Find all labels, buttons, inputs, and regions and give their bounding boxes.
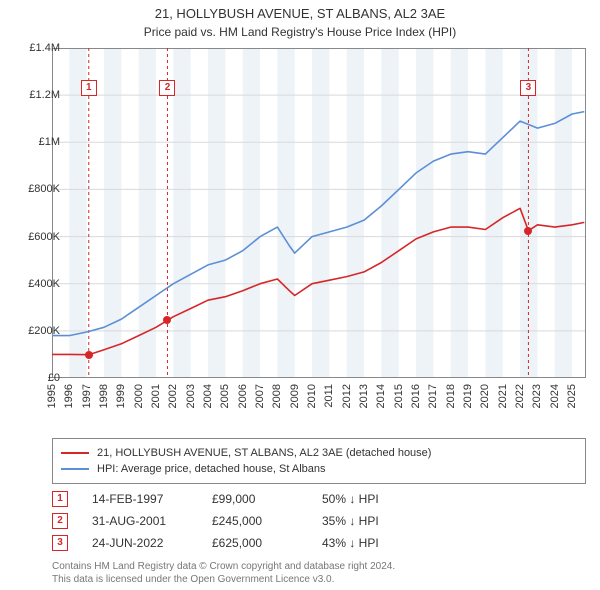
x-axis-label: 2019: [462, 384, 474, 408]
y-axis-label: £1M: [10, 136, 60, 148]
x-axis-label: 2020: [479, 384, 491, 408]
x-axis-label: 2011: [323, 384, 335, 408]
footer-line-2: This data is licensed under the Open Gov…: [52, 574, 395, 587]
event-diff: 43% ↓ HPI: [322, 536, 442, 550]
event-marker-1: 1: [81, 80, 97, 96]
x-axis-label: 2014: [375, 384, 387, 408]
y-axis-label: £0: [10, 372, 60, 384]
x-axis-label: 2023: [531, 384, 543, 408]
footer-line-1: Contains HM Land Registry data © Crown c…: [52, 561, 395, 574]
y-axis-label: £800K: [10, 183, 60, 195]
x-axis-label: 2008: [271, 384, 283, 408]
events-table: 1 14-FEB-1997£99,00050% ↓ HPI 2 31-AUG-2001…: [52, 488, 442, 554]
event-marker-2: 2: [159, 80, 175, 96]
x-axis-label: 2012: [341, 384, 353, 408]
legend-swatch: [61, 452, 89, 454]
event-point-1: [85, 351, 93, 359]
x-axis-label: 2002: [167, 384, 179, 408]
x-axis-label: 2022: [514, 384, 526, 408]
event-row: 1 14-FEB-1997£99,00050% ↓ HPI: [52, 488, 442, 510]
y-axis-label: £600K: [10, 231, 60, 243]
legend: 21, HOLLYBUSH AVENUE, ST ALBANS, AL2 3AE…: [52, 438, 586, 484]
y-axis-label: £200K: [10, 325, 60, 337]
x-axis-label: 2005: [219, 384, 231, 408]
page-title: 21, HOLLYBUSH AVENUE, ST ALBANS, AL2 3AE: [0, 0, 600, 23]
page-subtitle: Price paid vs. HM Land Registry's House …: [0, 23, 600, 39]
event-date: 24-JUN-2022: [92, 536, 212, 550]
event-point-3: [524, 227, 532, 235]
event-number-box: 1: [52, 491, 68, 507]
legend-item: HPI: Average price, detached house, St A…: [61, 461, 577, 477]
y-axis-label: £1.4M: [10, 42, 60, 54]
chart-footer: Contains HM Land Registry data © Crown c…: [52, 561, 395, 586]
x-axis-label: 2013: [358, 384, 370, 408]
chart-svg: [52, 48, 586, 378]
legend-swatch: [61, 468, 89, 470]
event-date: 31-AUG-2001: [92, 514, 212, 528]
event-point-2: [163, 316, 171, 324]
event-price: £99,000: [212, 492, 322, 506]
x-axis-label: 2004: [202, 384, 214, 408]
x-axis-label: 2010: [306, 384, 318, 408]
x-axis-label: 2001: [150, 384, 162, 408]
x-axis-label: 1996: [63, 384, 75, 408]
x-axis-label: 1999: [115, 384, 127, 408]
event-diff: 35% ↓ HPI: [322, 514, 442, 528]
event-price: £625,000: [212, 536, 322, 550]
x-axis-label: 2003: [185, 384, 197, 408]
event-row: 3 24-JUN-2022£625,00043% ↓ HPI: [52, 532, 442, 554]
event-marker-3: 3: [520, 80, 536, 96]
chart: [52, 48, 586, 378]
event-diff: 50% ↓ HPI: [322, 492, 442, 506]
x-axis-label: 2021: [497, 384, 509, 408]
x-axis-label: 2009: [289, 384, 301, 408]
x-axis-label: 1997: [81, 384, 93, 408]
x-axis-label: 2024: [549, 384, 561, 408]
event-row: 2 31-AUG-2001£245,00035% ↓ HPI: [52, 510, 442, 532]
x-axis-label: 2007: [254, 384, 266, 408]
x-axis-label: 1998: [98, 384, 110, 408]
x-axis-label: 2018: [445, 384, 457, 408]
legend-label: 21, HOLLYBUSH AVENUE, ST ALBANS, AL2 3AE…: [97, 447, 431, 459]
legend-label: HPI: Average price, detached house, St A…: [97, 463, 326, 475]
legend-item: 21, HOLLYBUSH AVENUE, ST ALBANS, AL2 3AE…: [61, 445, 577, 461]
event-number-box: 2: [52, 513, 68, 529]
event-number-box: 3: [52, 535, 68, 551]
x-axis-label: 2016: [410, 384, 422, 408]
x-axis-label: 2015: [393, 384, 405, 408]
x-axis-label: 2017: [427, 384, 439, 408]
event-price: £245,000: [212, 514, 322, 528]
x-axis-label: 1995: [46, 384, 58, 408]
y-axis-label: £1.2M: [10, 89, 60, 101]
x-axis-label: 2000: [133, 384, 145, 408]
y-axis-label: £400K: [10, 278, 60, 290]
event-date: 14-FEB-1997: [92, 492, 212, 506]
x-axis-label: 2025: [566, 384, 578, 408]
x-axis-label: 2006: [237, 384, 249, 408]
